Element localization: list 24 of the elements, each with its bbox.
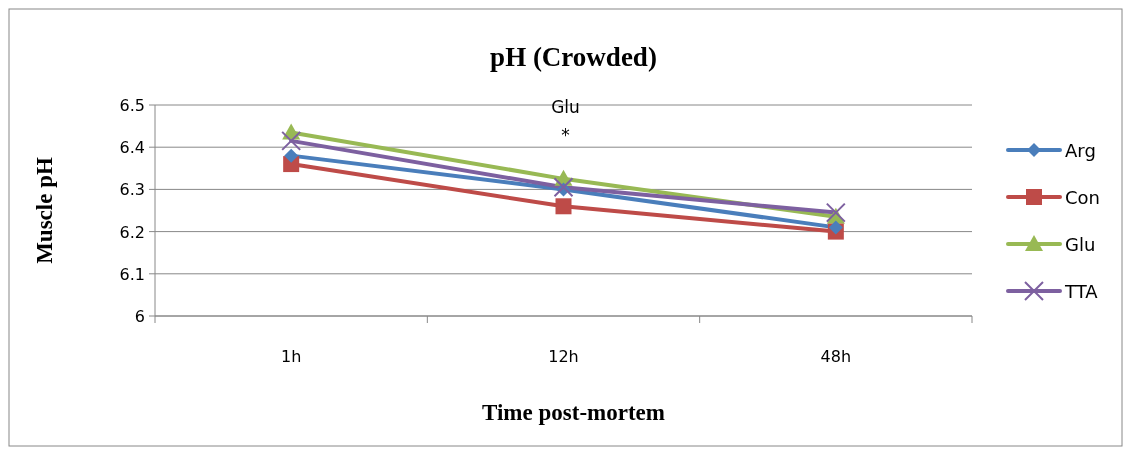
y-tick-label: 6.4 xyxy=(119,138,145,158)
x-tick-label: 12h xyxy=(548,347,579,366)
y-axis-title: Muscle pH xyxy=(32,157,57,264)
x-tick-label: 1h xyxy=(281,347,302,366)
y-tick-label: 6.1 xyxy=(119,264,145,284)
chart-title: pH (Crowded) xyxy=(490,42,657,72)
annotation: Glu xyxy=(551,97,580,117)
legend-label: Arg xyxy=(1065,140,1096,161)
point xyxy=(553,177,574,198)
point xyxy=(284,148,299,163)
y-tick-label: 6.3 xyxy=(119,180,145,200)
legend-label: TTA xyxy=(1064,281,1099,302)
point xyxy=(281,130,302,151)
annotation: * xyxy=(561,125,570,145)
x-tick-label: 48h xyxy=(820,347,852,366)
point xyxy=(825,202,846,223)
y-tick-label: 6 xyxy=(134,307,145,326)
point xyxy=(828,220,843,235)
point xyxy=(555,198,572,215)
legend-label: Glu xyxy=(1065,234,1096,255)
y-tick-label: 6.5 xyxy=(119,96,145,115)
x-axis-title: Time post-mortem xyxy=(482,400,665,425)
y-tick-label: 6.2 xyxy=(119,222,145,242)
legend-label: Con xyxy=(1065,187,1100,208)
